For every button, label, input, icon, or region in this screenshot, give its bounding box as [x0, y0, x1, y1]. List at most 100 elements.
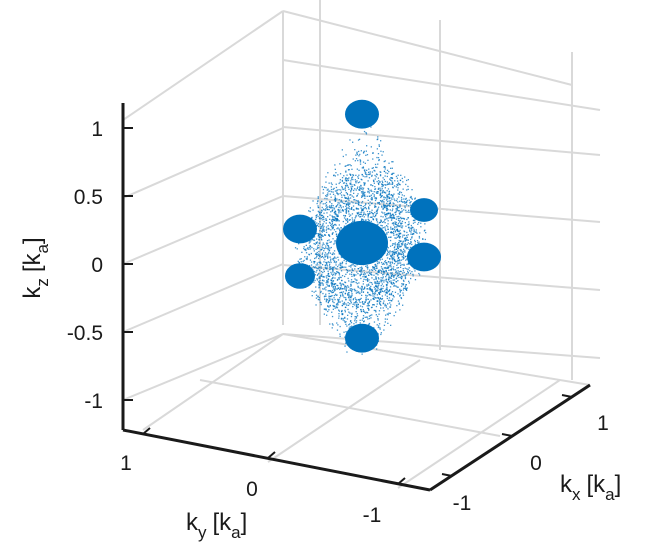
scatter-point	[377, 192, 379, 194]
scatter-point	[348, 177, 350, 179]
scatter-point	[330, 182, 332, 184]
scatter-point	[320, 291, 322, 294]
scatter-point	[415, 231, 417, 233]
scatter-point	[378, 323, 381, 325]
scatter-point	[363, 208, 365, 210]
scatter-point	[351, 275, 353, 277]
scatter-point	[418, 237, 421, 239]
scatter-point	[334, 256, 336, 258]
scatter-point	[347, 179, 350, 182]
scatter-point	[316, 254, 318, 256]
scatter-point	[390, 236, 392, 238]
scatter-point	[391, 244, 394, 246]
scatter-point	[315, 242, 317, 244]
scatter-point	[321, 246, 323, 248]
scatter-point	[401, 222, 403, 224]
scatter-point	[408, 199, 410, 201]
scatter-point	[321, 206, 323, 209]
scatter-point	[352, 288, 354, 291]
scatter-point	[378, 293, 381, 295]
scatter-point	[320, 202, 322, 204]
scatter-point	[367, 213, 369, 216]
scatter-point	[375, 198, 377, 200]
scatter-point	[382, 177, 384, 179]
scatter-point	[324, 255, 326, 257]
scatter-point	[331, 224, 333, 226]
scatter-point	[335, 219, 337, 221]
scatter-point	[320, 302, 322, 304]
scatter-point	[346, 193, 349, 196]
scatter-point	[355, 317, 358, 319]
scatter-point	[367, 202, 370, 205]
scatter-point	[373, 182, 375, 184]
scatter-point	[347, 203, 349, 205]
scatter-point	[340, 317, 343, 319]
scatter-point	[409, 229, 411, 231]
scatter-point	[364, 312, 367, 314]
scatter-point	[352, 178, 354, 181]
scatter-point	[402, 243, 404, 245]
scatter-point	[405, 284, 407, 286]
scatter-point	[377, 182, 379, 184]
scatter-point	[329, 305, 331, 307]
scatter-point	[369, 171, 371, 173]
scatter-point	[349, 139, 351, 141]
scatter-point	[397, 250, 399, 252]
scatter-point	[334, 283, 336, 286]
scatter-point	[382, 277, 384, 279]
scatter-point	[332, 276, 334, 279]
scatter-point	[400, 240, 402, 242]
scatter-point	[387, 308, 389, 310]
scatter-point	[354, 199, 356, 201]
scatter-point	[316, 202, 318, 205]
scatter-point	[399, 206, 401, 208]
scatter-point	[404, 287, 406, 289]
scatter-point	[336, 305, 338, 307]
scatter-point	[335, 261, 338, 263]
scatter-point	[321, 231, 323, 233]
scatter-point	[410, 277, 412, 280]
scatter-point	[304, 256, 306, 258]
scatter-point	[358, 291, 360, 293]
cluster-blob	[283, 214, 317, 244]
scatter-point	[322, 223, 324, 225]
scatter-point	[379, 175, 382, 177]
scatter-point	[333, 187, 335, 190]
scatter-point	[374, 292, 377, 294]
scatter-point	[346, 209, 348, 211]
scatter-point	[325, 201, 328, 204]
scatter-point	[411, 198, 413, 200]
scatter-point	[397, 219, 400, 221]
scatter-point	[399, 260, 401, 262]
scatter-point	[340, 201, 342, 203]
scatter-point	[333, 266, 335, 268]
scatter-point	[318, 225, 320, 228]
scatter-point	[383, 300, 385, 302]
scatter-point	[322, 192, 324, 194]
scatter-point	[332, 270, 334, 272]
scatter-point	[340, 200, 342, 202]
scatter-point	[354, 160, 356, 162]
scatter-point	[355, 298, 357, 301]
scatter-point	[422, 238, 424, 240]
scatter-point	[383, 281, 385, 283]
scatter-point	[383, 329, 385, 331]
scatter-point	[373, 191, 375, 193]
scatter-point	[347, 292, 349, 295]
scatter-point	[388, 236, 390, 238]
scatter-point	[327, 282, 329, 284]
scatter-point	[392, 252, 395, 254]
scatter-point	[330, 273, 333, 275]
scatter-point	[332, 304, 334, 307]
scatter-point	[322, 229, 324, 232]
scatter-point	[361, 192, 363, 194]
scatter-point	[359, 216, 361, 218]
scatter-point	[370, 282, 373, 284]
scatter-point	[325, 204, 328, 206]
grid-line	[282, 195, 601, 223]
scatter-point	[331, 279, 333, 281]
grid-line	[397, 379, 561, 489]
scatter-point	[374, 281, 376, 283]
scatter-point	[418, 221, 420, 224]
scatter-point	[316, 222, 318, 224]
